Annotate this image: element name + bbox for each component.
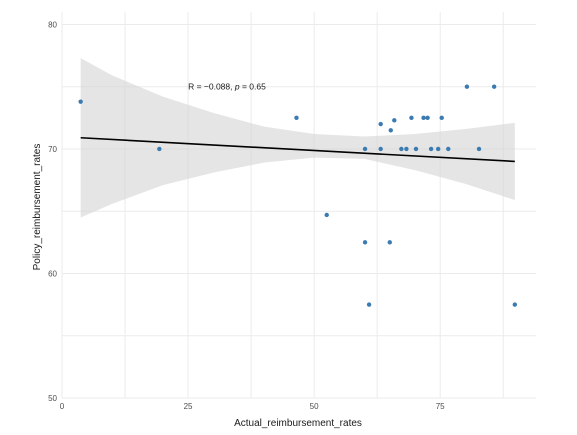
data-point <box>387 240 392 245</box>
confidence-band <box>80 58 515 218</box>
x-tick-label: 25 <box>184 402 193 411</box>
data-point <box>439 115 444 121</box>
x-tick-label: 75 <box>436 402 445 411</box>
data-point <box>362 146 368 152</box>
data-point <box>388 128 393 133</box>
y-axis-title: Policy_reimbursement_rates <box>32 144 43 271</box>
data-point <box>366 302 372 307</box>
data-point <box>512 302 518 307</box>
data-point <box>425 115 430 121</box>
grid-lines <box>61 12 536 399</box>
data-point <box>294 115 299 121</box>
data-point <box>491 84 497 89</box>
data-point <box>435 146 441 152</box>
axis-ticks: 0 25 50 75 50 60 70 80 <box>48 20 445 411</box>
data-point <box>464 84 470 89</box>
data-point <box>78 99 83 104</box>
p-value: = 0.65 <box>240 82 267 92</box>
data-point <box>378 121 383 127</box>
x-axis-title: Actual_reimbursement_rates <box>234 418 362 429</box>
x-tick-label: 0 <box>60 402 65 411</box>
data-point <box>446 146 451 152</box>
data-point <box>428 146 434 152</box>
y-tick-label: 80 <box>48 20 57 29</box>
data-point <box>157 146 162 152</box>
data-point <box>392 118 397 123</box>
y-tick-label: 50 <box>48 394 57 403</box>
y-tick-label: 70 <box>48 145 57 154</box>
y-tick-label: 60 <box>48 269 57 278</box>
data-point <box>324 212 329 218</box>
p-symbol: p <box>234 82 240 92</box>
data-point <box>404 146 409 152</box>
r-label: R = −0.088, <box>188 82 235 92</box>
data-points <box>78 84 518 307</box>
data-point <box>413 146 419 152</box>
data-point <box>362 240 368 245</box>
data-point <box>409 115 414 121</box>
regression-line <box>80 136 515 163</box>
data-point <box>399 146 404 152</box>
correlation-annotation: R = −0.088, p = 0.65 <box>188 82 266 92</box>
x-tick-label: 50 <box>310 402 319 411</box>
data-point <box>476 146 482 152</box>
data-point <box>378 146 383 152</box>
data-point <box>421 115 426 121</box>
